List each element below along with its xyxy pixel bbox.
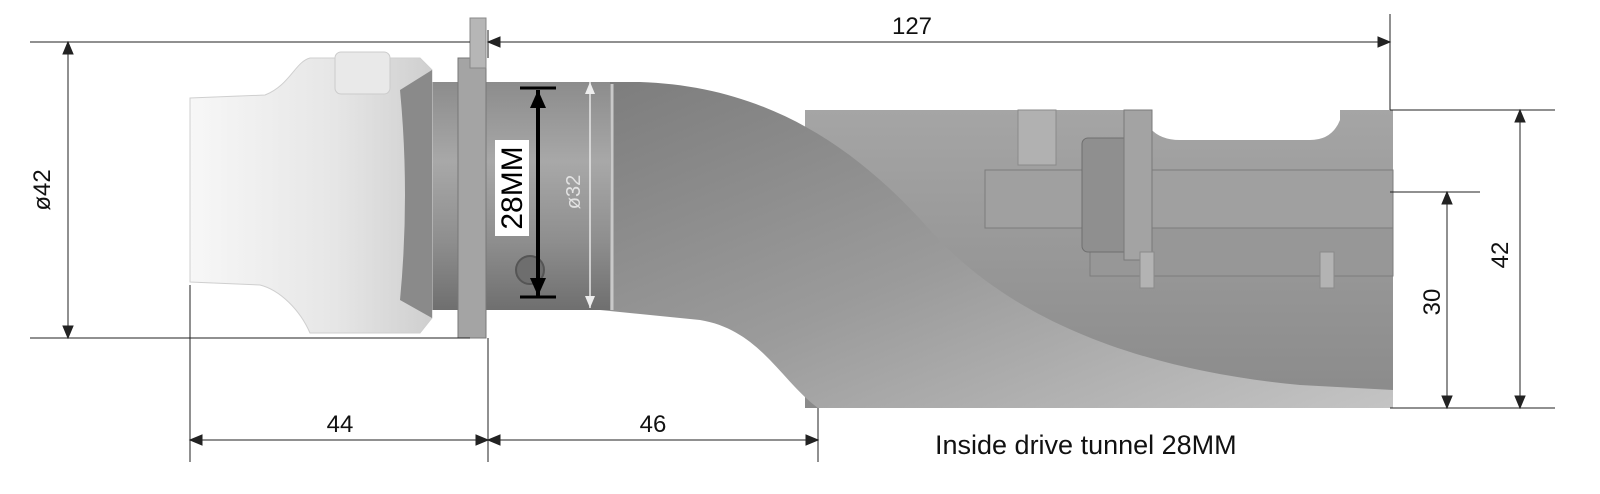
dim-42-arrow-top — [1514, 108, 1526, 123]
dim-28mm-label-bg — [495, 140, 529, 236]
dim-o32-label: ø32 — [563, 175, 585, 209]
housing-post — [1017, 109, 1057, 166]
dim-42-label: 42 — [1487, 242, 1514, 269]
dim-o42-label: ø42 — [29, 169, 56, 210]
shaft-collar-ring — [1123, 109, 1153, 261]
dim-44-arrow-left — [188, 434, 203, 446]
dim-46-arrow-right — [805, 434, 820, 446]
dim-44-arrow-right — [475, 434, 490, 446]
dim-30-arrow-bottom — [1441, 395, 1453, 410]
dim-44-label: 44 — [327, 411, 354, 438]
housing-pin-left — [1139, 251, 1155, 289]
shaft-upper — [984, 169, 1394, 229]
caption-text: Inside drive tunnel 28MM — [935, 430, 1237, 460]
dimension-labels: 127 ø42 44 46 42 30 ø32 28MM — [29, 12, 1514, 438]
cap-ring — [400, 70, 432, 318]
dim-30-label: 30 — [1419, 289, 1446, 316]
dim-42-arrow-bottom — [1514, 395, 1526, 410]
dim-28mm-arrow-top — [530, 90, 546, 108]
dim-127-label-bg — [880, 12, 944, 38]
dim-o42-arrow-bottom — [62, 325, 74, 340]
housing-pin-right — [1319, 251, 1335, 289]
dim-30-arrow-top — [1441, 190, 1453, 205]
housing-notch — [1150, 110, 1340, 140]
dim-127-label: 127 — [892, 13, 932, 40]
dim-o42-arrow-top — [62, 40, 74, 55]
dim-127-arrow-right — [1377, 36, 1392, 48]
dim-28mm-label: 28MM — [496, 146, 529, 229]
front-cap — [189, 57, 433, 334]
cap-boss — [334, 51, 391, 95]
dimension-lines — [30, 14, 1555, 462]
dim-127-arrow-left — [486, 36, 501, 48]
dim-46-label: 46 — [640, 411, 667, 438]
flange — [457, 57, 487, 339]
dim-o32-arrow-top — [585, 82, 595, 94]
part-body — [189, 17, 1394, 408]
flange-tab — [469, 17, 487, 69]
dim-o32-arrow-bottom — [585, 296, 595, 308]
dim-46-arrow-left — [486, 434, 501, 446]
dim-28mm-arrow-bottom — [530, 278, 546, 296]
s-bend-tunnel — [600, 82, 1393, 408]
